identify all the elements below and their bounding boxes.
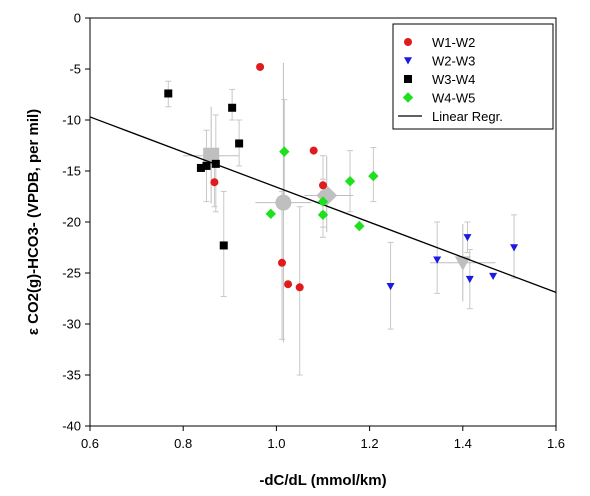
data-point-w4-w5 [354,220,365,232]
data-point-w3-w4 [219,241,228,250]
legend-box [392,23,554,130]
data-point-w2-w3 [489,272,498,281]
x-tick-label: 1.0 [267,436,285,451]
mean-point [454,256,471,271]
data-point-w3-w4 [196,163,205,172]
data-point-w3-w4 [211,159,220,168]
data-point-w4-w5 [344,176,356,187]
y-tick-label: -5 [69,62,81,77]
y-tick-label: -25 [62,266,81,281]
data-point-w4-w5 [317,196,329,207]
data-point-w1-w2 [295,283,304,292]
data-point-w2-w3 [510,244,519,252]
data-point-w1-w2 [309,146,318,155]
data-point-w2-w3 [465,275,474,284]
data-point-w1-w2 [277,258,286,267]
x-tick-label: 0.8 [174,436,192,451]
data-point-w4-w5 [368,170,379,182]
legend: W1-W2 W2-W3 W3-W4 W4-W5 Linear Regr. [392,23,554,130]
y-tick-label: -10 [62,113,81,128]
y-axis: 0 -5 -10 -15 -20 -25 -30 -35 -40 [62,11,90,434]
data-point-w2-w3 [386,283,395,291]
y-tick-label: -15 [62,164,81,179]
legend-label: W2-W3 [432,54,475,69]
legend-marker [404,38,412,46]
x-tick-label: 0.6 [81,436,99,451]
data-point-w2-w3 [433,256,442,264]
legend-label: W1-W2 [432,35,475,50]
x-tick-label: 1.6 [547,436,565,451]
legend-items: W1-W2 W2-W3 W3-W4 W4-W5 Linear Regr. [398,35,503,124]
data-point-w1-w2 [210,178,219,187]
data-point-w1-w2 [284,280,293,289]
legend-marker [404,75,412,83]
data-point-w1-w2 [319,181,327,190]
data-point-w2-w3 [463,234,472,242]
legend-label: W4-W5 [432,91,475,106]
y-tick-label: -20 [62,215,81,230]
x-axis-title-text: -dC/dL (mmol/km) [259,472,386,489]
x-tick-label: 1.2 [361,436,379,451]
mean-points-layer [183,62,496,343]
legend-marker [402,92,414,103]
y-tick-label: -30 [62,317,81,332]
data-points-layer [164,62,519,292]
data-point-w4-w5 [265,208,277,220]
y-tick-label: -35 [62,368,81,383]
y-axis-title-text: ε CO2(g)-HCO3- (VPDB, per mil) [25,109,42,335]
data-point-w3-w4 [164,89,173,98]
x-axis: 0.6 0.8 1.0 1.2 1.4 1.6 [81,426,565,451]
data-point-w1-w2 [256,62,265,71]
y-tick-label: -40 [62,419,81,434]
mean-point [275,194,292,211]
x-axis-title: -dC/dL (mmol/km) [259,472,386,489]
data-point-w4-w5 [317,209,329,221]
legend-marker [404,57,412,65]
x-tick-label: 1.4 [454,436,472,451]
y-tick-label: 0 [74,11,81,26]
data-point-w4-w5 [279,146,290,157]
mean-point [203,147,220,164]
legend-label: Linear Regr. [432,109,503,124]
data-point-w3-w4 [228,103,237,112]
data-point-w3-w4 [202,161,211,170]
y-axis-title: ε CO2(g)-HCO3- (VPDB, per mil) [25,109,42,335]
data-point-w3-w4 [235,139,244,148]
legend-label: W3-W4 [432,72,475,87]
